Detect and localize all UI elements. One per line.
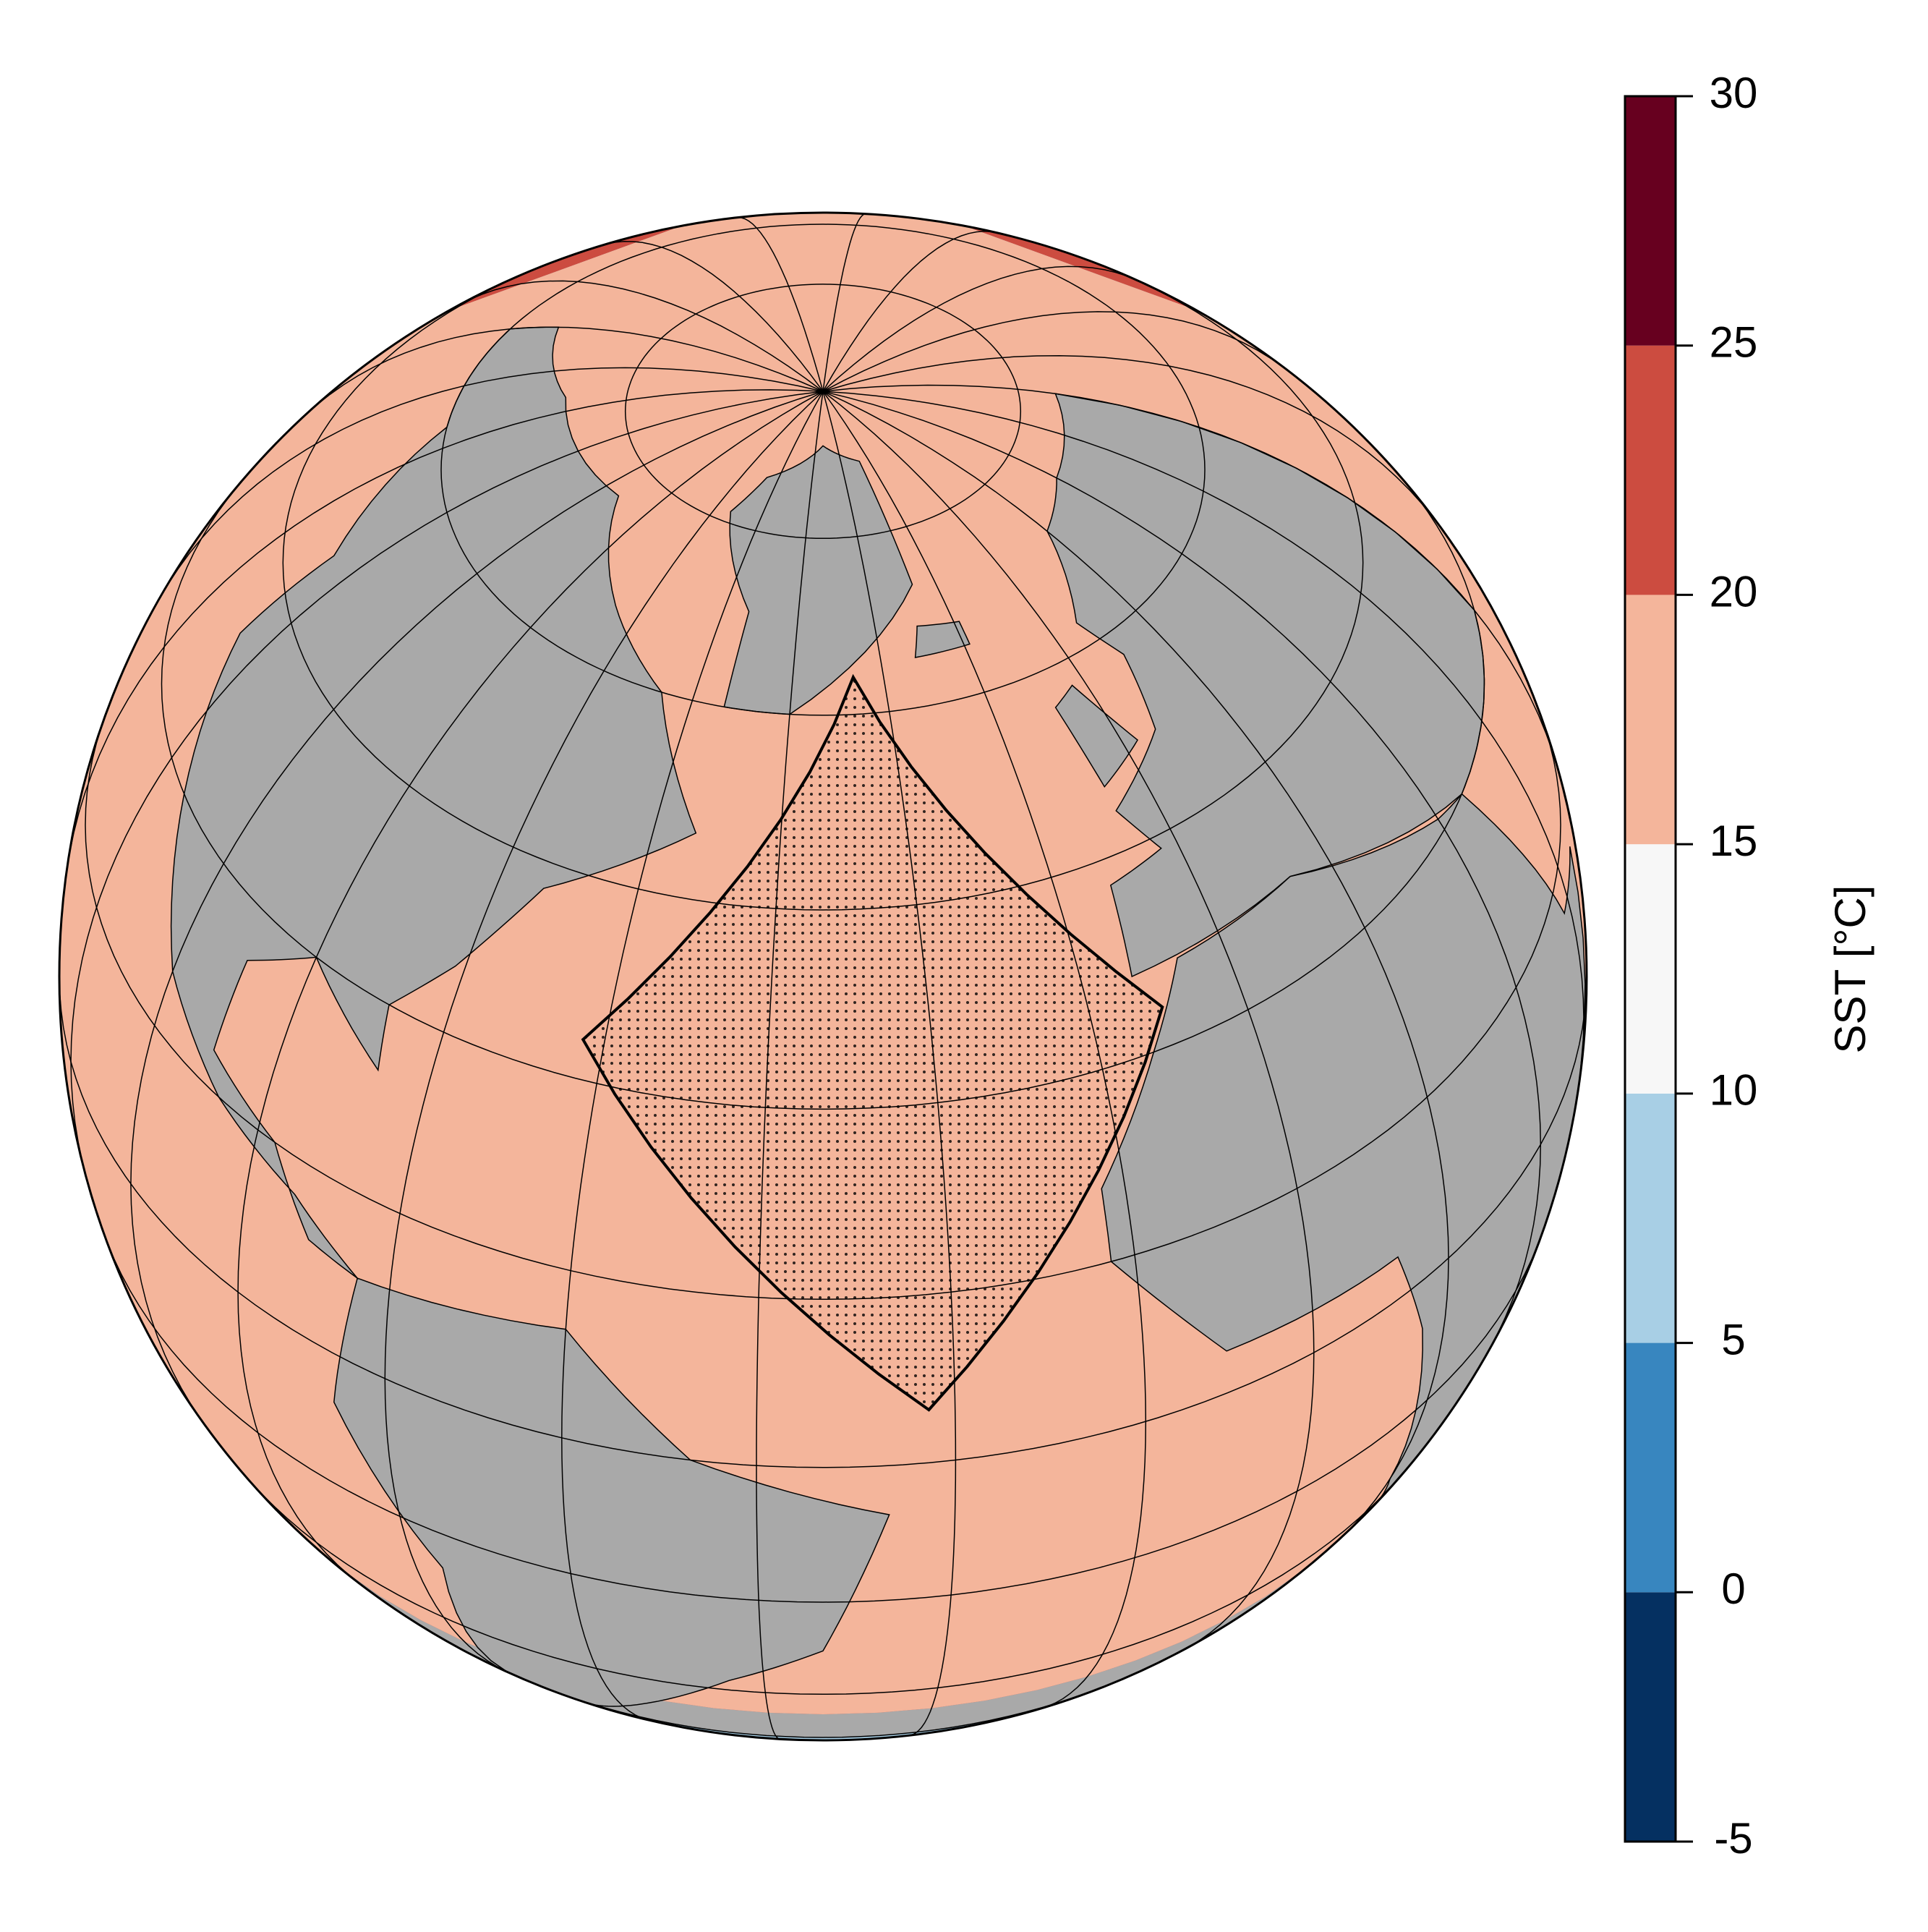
colorbar-tick-label: -5: [1714, 1814, 1752, 1863]
meridian: [822, 231, 991, 392]
meridian: [384, 391, 824, 1673]
colorbar-bin: [1625, 1342, 1676, 1593]
colorbar-bin: [1625, 595, 1676, 845]
parallel: [537, 1684, 1109, 1738]
meridian: [756, 391, 824, 1740]
region-stipple: [583, 677, 1163, 1410]
parallel: [59, 976, 1587, 1468]
globe: [59, 213, 1587, 1740]
land: [1101, 793, 1586, 1525]
parallel: [249, 1481, 1396, 1695]
meridian: [822, 391, 957, 1736]
meridian: [822, 354, 1435, 519]
meridian: [130, 391, 824, 1420]
parallel: [161, 484, 1485, 1110]
colorbar-tick-label: 20: [1710, 567, 1758, 616]
colorbar-tick-label: 10: [1710, 1066, 1758, 1115]
meridian: [822, 384, 1559, 772]
colorbar-tick-label: 25: [1710, 318, 1758, 367]
colorbar-bin: [1625, 1093, 1676, 1343]
region-outline: [581, 673, 1164, 1412]
colorbar-frame: [1624, 95, 1677, 1843]
meridian: [607, 241, 824, 392]
colorbar-tick-label: 0: [1721, 1565, 1745, 1613]
land: [914, 621, 971, 658]
colorbar-bin: [1625, 96, 1676, 346]
meridian: [822, 391, 1542, 1352]
meridian: [822, 391, 1315, 1648]
meridian: [822, 213, 866, 392]
colorbar-tick-label: 15: [1710, 817, 1758, 865]
colorbar-bin: [1625, 345, 1676, 595]
meridian: [66, 389, 824, 873]
meridian: [738, 216, 824, 392]
meridian: [166, 367, 824, 586]
colorbar-tick-label: 30: [1710, 69, 1758, 117]
parallel: [85, 726, 1561, 1301]
meridian: [822, 311, 1284, 392]
parallel: [440, 224, 1206, 716]
globe-outline: [58, 211, 1588, 1742]
meridian: [469, 280, 824, 392]
parallel: [106, 1242, 1540, 1603]
land: [1054, 684, 1138, 788]
colorbar-tick-label: 5: [1721, 1315, 1745, 1363]
meridian: [822, 391, 1449, 1538]
meridian: [822, 265, 1128, 392]
meridian: [561, 391, 824, 1721]
parallel: [624, 284, 1022, 540]
meridian: [822, 391, 1584, 1060]
colorbar-label: SST [°C]: [1826, 885, 1874, 1054]
colorbar-bin: [1625, 844, 1676, 1094]
meridian: [822, 391, 1147, 1707]
colorbar-bin: [1625, 1592, 1676, 1842]
meridian: [70, 391, 824, 1162]
